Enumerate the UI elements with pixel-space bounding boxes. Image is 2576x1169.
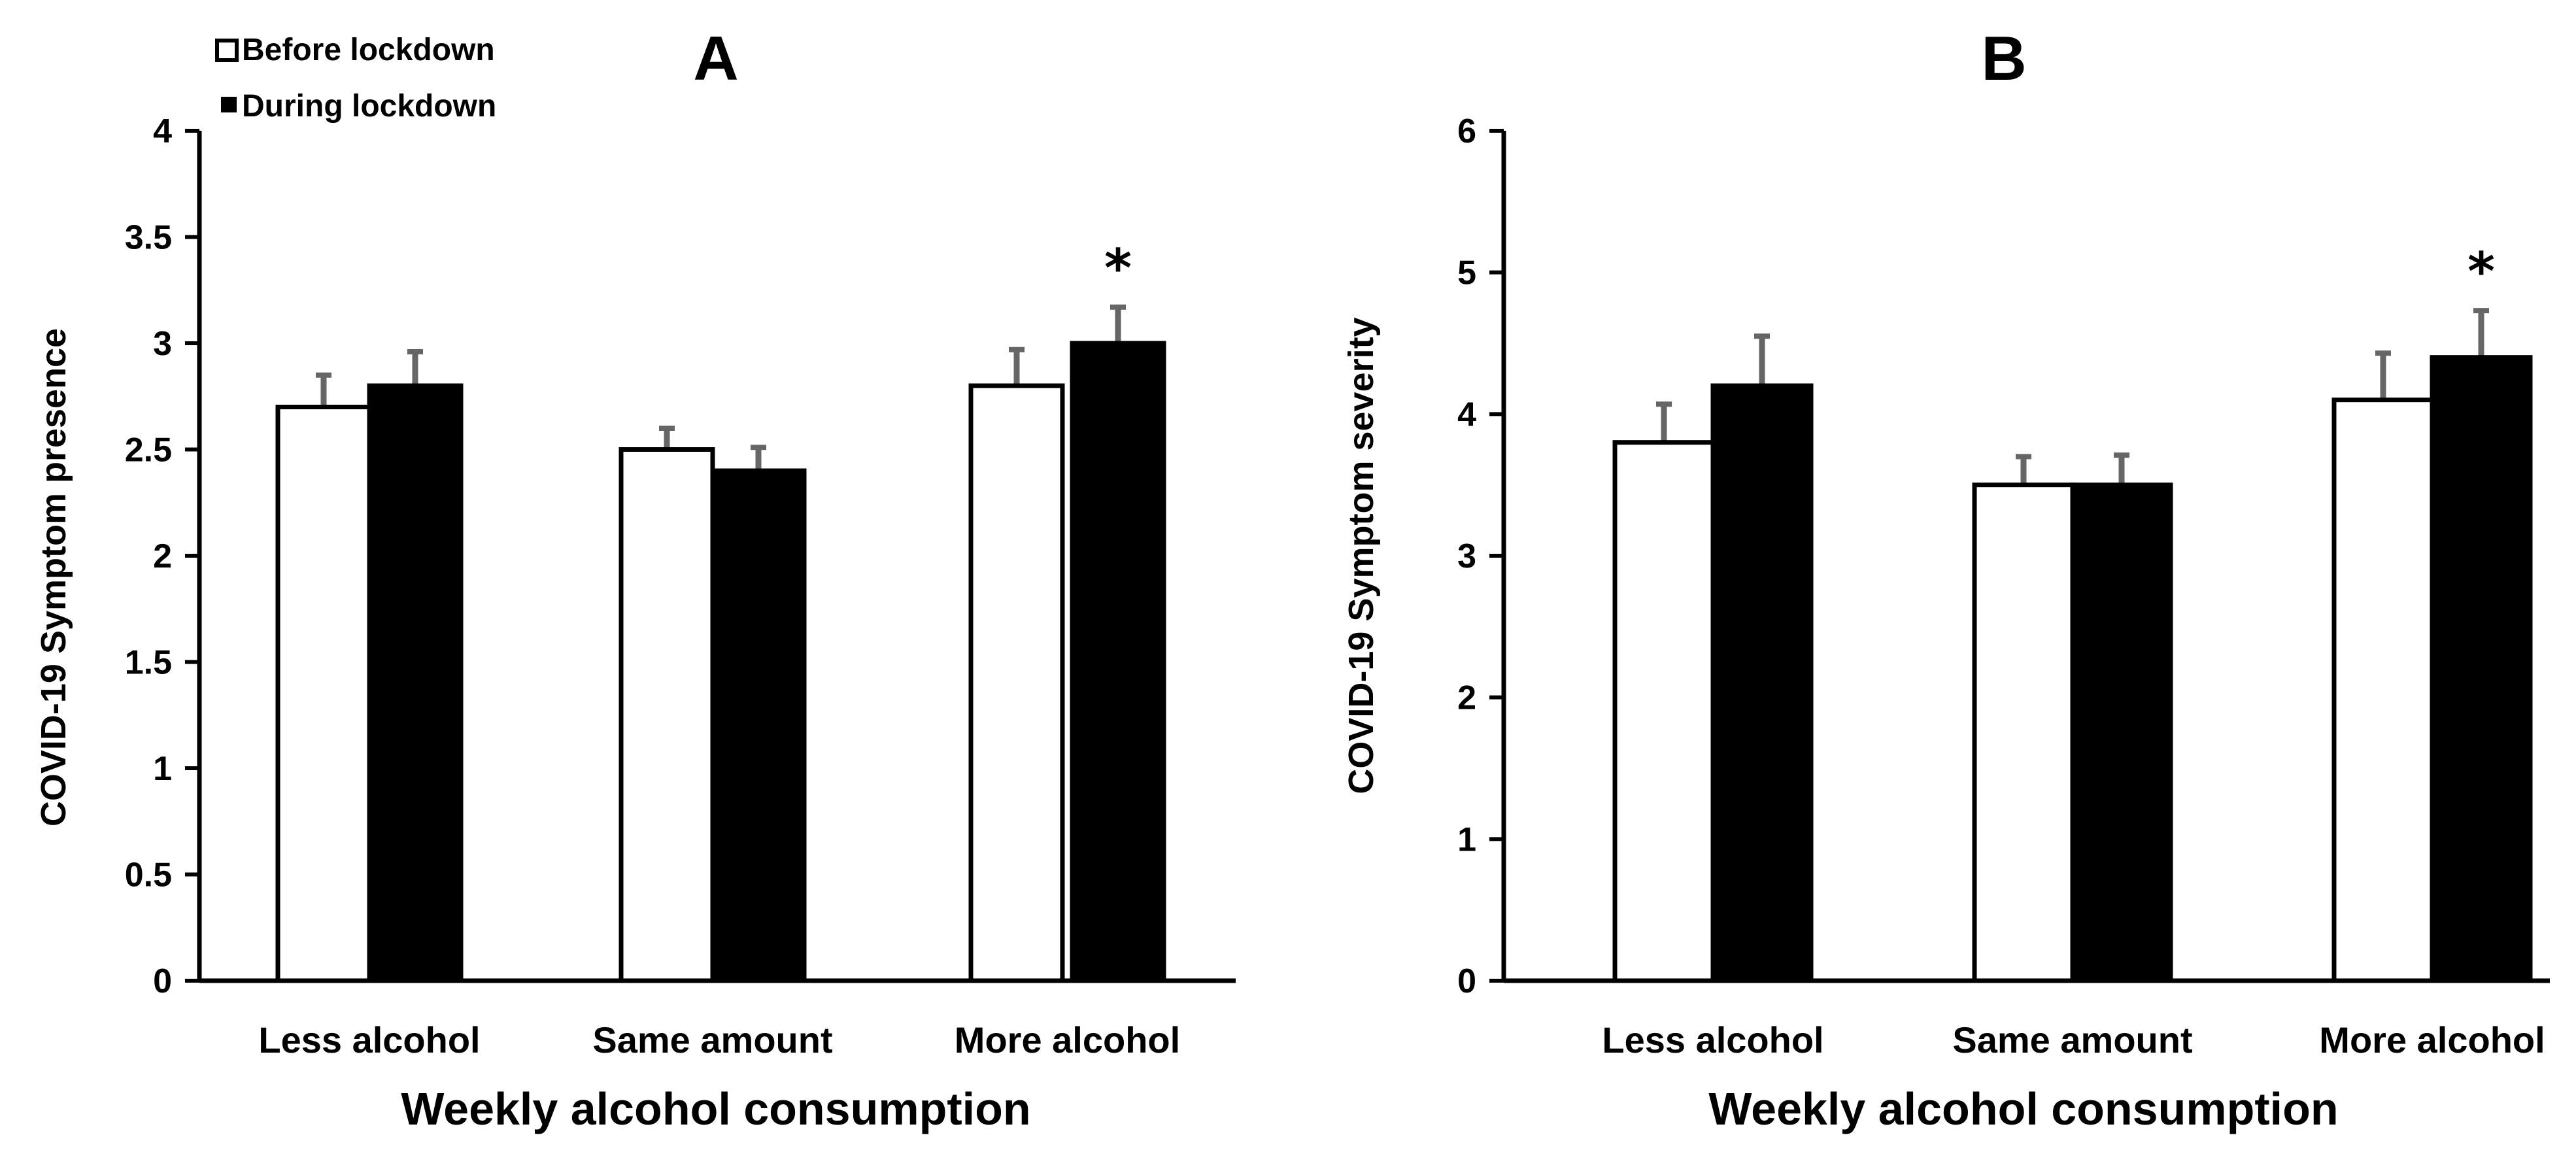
panel-b-ylabel: COVID-19 Symptom severity bbox=[1342, 317, 1381, 794]
legend-item-before: Before lockdown bbox=[215, 33, 495, 67]
panel-b-bar-before bbox=[2331, 398, 2435, 983]
panel-a: A COVID-19 Symptom presence Weekly alcoh… bbox=[34, 24, 1236, 1134]
panel-a-bar-before bbox=[968, 383, 1065, 983]
panel-b-bar-during bbox=[2430, 355, 2533, 983]
panel-a-category-label: Less alcohol bbox=[258, 1019, 480, 1060]
panel-a-category-label: Same amount bbox=[592, 1019, 832, 1060]
panel-b-xlabel: Weekly alcohol consumption bbox=[1708, 1083, 2338, 1134]
panel-a-xlabel: Weekly alcohol consumption bbox=[401, 1083, 1030, 1134]
legend-label-before: Before lockdown bbox=[242, 33, 495, 67]
panel-a-y-tick-label: 3.5 bbox=[125, 219, 172, 257]
panel-b-category-label: Same amount bbox=[1952, 1019, 2192, 1060]
panel-b-y-tick-label: 1 bbox=[1457, 821, 1476, 858]
panel-a-ylabel: COVID-19 Symptom presence bbox=[34, 328, 73, 826]
panel-a-bar-during bbox=[710, 468, 807, 983]
panel-b-category-label: Less alcohol bbox=[1602, 1019, 1823, 1060]
panel-a-y-tick-label: 2 bbox=[153, 537, 172, 575]
panel-b-y-tick-label: 5 bbox=[1457, 254, 1476, 292]
panel-b-plot: 0 1 2 3 4 5 6 Less alcohol Same amount More alcoh… bbox=[1457, 112, 2550, 1060]
panel-a-bar-during bbox=[1070, 341, 1166, 983]
panel-a-bar-before bbox=[619, 447, 715, 983]
panel-a-bar-during bbox=[367, 383, 464, 983]
panel-a-y-tick-label: 0.5 bbox=[125, 856, 172, 894]
panel-b-bar-before bbox=[1612, 440, 1716, 983]
panel-b-y-tick-label: 2 bbox=[1457, 679, 1476, 717]
panel-a-y-tick-label: 4 bbox=[153, 112, 172, 150]
panel-b-y-tick-label: 4 bbox=[1457, 396, 1476, 433]
panel-a-title: A bbox=[693, 24, 738, 93]
panel-a-y-tick-label: 1.5 bbox=[125, 644, 172, 682]
panel-b-y-tick-label: 0 bbox=[1457, 962, 1476, 1000]
panel-a-significance-marker: * bbox=[1104, 238, 1132, 299]
panel-b-bar-before bbox=[1972, 483, 2075, 983]
panel-b-title: B bbox=[1981, 24, 2026, 93]
panel-a-y-tick-label: 3 bbox=[153, 325, 172, 363]
panel-b-y-tick-label: 3 bbox=[1457, 537, 1476, 575]
legend-swatch-before bbox=[215, 39, 239, 62]
panel-b-significance-marker: * bbox=[2467, 241, 2495, 302]
legend-swatch-during bbox=[221, 97, 237, 112]
legend-item-during: During lockdown bbox=[221, 89, 496, 124]
panel-a-plot: 0 0.5 1 1.5 2 2.5 3 3.5 4 Less alcohol Same amount… bbox=[125, 112, 1236, 1060]
panel-b-category-label: More alcohol bbox=[2319, 1019, 2545, 1060]
panel-a-category-label: More alcohol bbox=[955, 1019, 1180, 1060]
panel-b: B COVID-19 Symptom severity Weekly alcoh… bbox=[1342, 24, 2550, 1134]
panel-a-y-tick-label: 2.5 bbox=[125, 432, 172, 469]
legend-label-during: During lockdown bbox=[242, 89, 496, 124]
legend: Before lockdown During lockdown bbox=[215, 33, 496, 124]
panel-a-y-tick-label: 0 bbox=[153, 962, 172, 1000]
panel-b-bar-during bbox=[2070, 483, 2173, 983]
panel-a-y-tick-label: 1 bbox=[153, 750, 172, 788]
panel-a-bar-before bbox=[275, 405, 372, 983]
panel-b-y-tick-label: 6 bbox=[1457, 112, 1476, 150]
panel-b-bar-during bbox=[1710, 383, 1814, 983]
